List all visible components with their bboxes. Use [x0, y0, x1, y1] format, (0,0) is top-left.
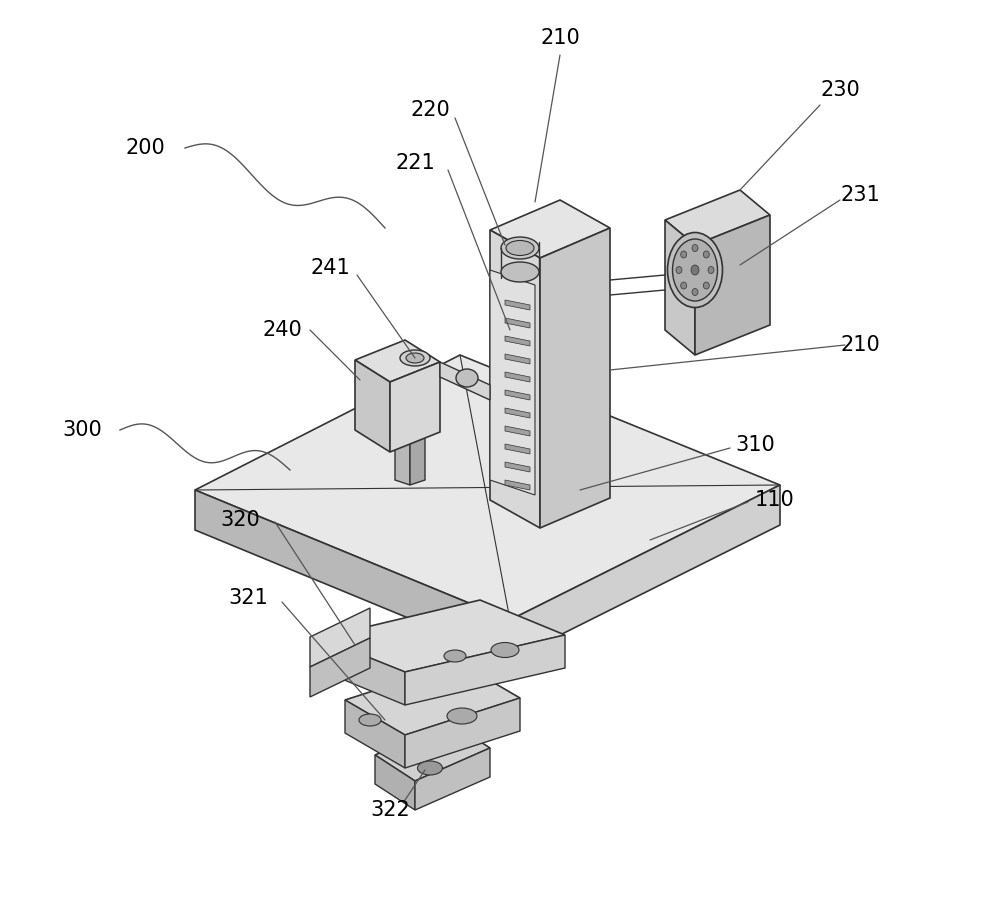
Polygon shape	[505, 372, 530, 382]
Ellipse shape	[681, 251, 687, 258]
Polygon shape	[195, 355, 780, 620]
Text: 240: 240	[262, 320, 302, 340]
Polygon shape	[505, 480, 530, 490]
Polygon shape	[505, 426, 530, 436]
Text: 110: 110	[755, 490, 795, 510]
Ellipse shape	[501, 262, 539, 282]
Polygon shape	[440, 362, 490, 400]
Polygon shape	[390, 362, 440, 452]
Text: 320: 320	[220, 510, 260, 530]
Ellipse shape	[691, 265, 699, 275]
Ellipse shape	[692, 289, 698, 296]
Ellipse shape	[708, 266, 714, 273]
Polygon shape	[405, 635, 565, 705]
Text: 321: 321	[228, 588, 268, 608]
Text: 221: 221	[395, 153, 435, 173]
Polygon shape	[405, 620, 435, 720]
Text: 310: 310	[735, 435, 775, 455]
Ellipse shape	[491, 643, 519, 658]
Polygon shape	[540, 228, 610, 528]
Ellipse shape	[692, 244, 698, 252]
Polygon shape	[490, 270, 535, 495]
Polygon shape	[375, 755, 415, 810]
Polygon shape	[435, 620, 455, 728]
Polygon shape	[405, 698, 520, 768]
Ellipse shape	[506, 241, 534, 255]
Polygon shape	[395, 430, 410, 485]
Polygon shape	[310, 638, 370, 697]
Ellipse shape	[676, 266, 682, 273]
Polygon shape	[355, 360, 390, 452]
Polygon shape	[310, 608, 370, 667]
Ellipse shape	[703, 251, 709, 258]
Polygon shape	[505, 462, 530, 472]
Text: 322: 322	[370, 800, 410, 820]
Ellipse shape	[359, 714, 381, 726]
Polygon shape	[505, 318, 530, 328]
Polygon shape	[695, 215, 770, 355]
Polygon shape	[195, 490, 510, 660]
Polygon shape	[505, 300, 530, 310]
Ellipse shape	[418, 761, 442, 775]
Polygon shape	[375, 722, 490, 781]
Polygon shape	[505, 390, 530, 400]
Polygon shape	[320, 600, 565, 672]
Ellipse shape	[681, 282, 687, 289]
Text: 220: 220	[410, 100, 450, 120]
Ellipse shape	[668, 233, 722, 308]
Polygon shape	[345, 663, 520, 735]
Ellipse shape	[400, 350, 430, 366]
Text: 230: 230	[820, 80, 860, 100]
Polygon shape	[665, 220, 695, 355]
Polygon shape	[345, 700, 405, 768]
Polygon shape	[505, 336, 530, 346]
Polygon shape	[505, 444, 530, 454]
Polygon shape	[665, 190, 770, 245]
Polygon shape	[505, 408, 530, 418]
Ellipse shape	[456, 369, 478, 387]
Polygon shape	[355, 340, 440, 382]
Ellipse shape	[444, 650, 466, 662]
Ellipse shape	[703, 282, 709, 289]
Polygon shape	[410, 430, 425, 485]
Polygon shape	[505, 354, 530, 364]
Polygon shape	[415, 748, 490, 810]
Text: 241: 241	[310, 258, 350, 278]
Ellipse shape	[406, 353, 424, 363]
Polygon shape	[490, 230, 540, 528]
Polygon shape	[490, 200, 610, 258]
Polygon shape	[320, 638, 405, 705]
Text: 210: 210	[540, 28, 580, 48]
Text: 200: 200	[125, 138, 165, 158]
Ellipse shape	[672, 239, 718, 301]
Ellipse shape	[501, 237, 539, 259]
Polygon shape	[510, 485, 780, 660]
Ellipse shape	[447, 708, 477, 724]
Text: 231: 231	[840, 185, 880, 205]
Text: 210: 210	[840, 335, 880, 355]
Text: 300: 300	[62, 420, 102, 440]
